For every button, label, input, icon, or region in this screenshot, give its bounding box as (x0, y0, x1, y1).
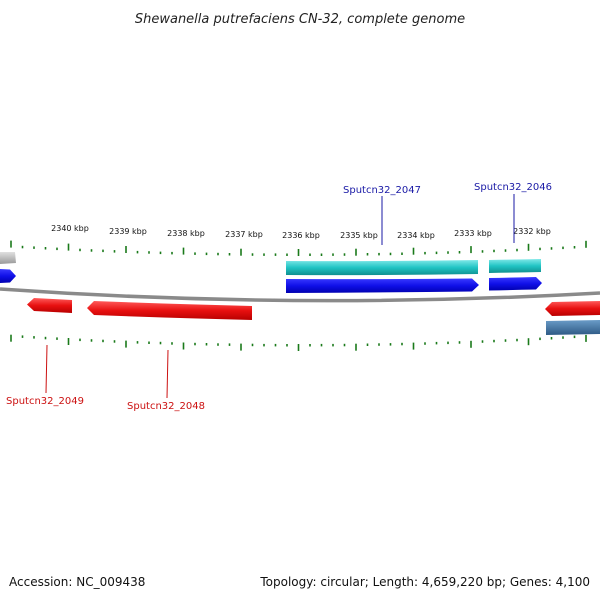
topology-summary-text: Topology: circular; Length: 4,659,220 bp… (259, 575, 590, 589)
kbp-labels: 2340 kbp 2339 kbp 2338 kbp 2337 kbp 2336… (51, 224, 551, 240)
gene-blue-left-partial[interactable] (0, 269, 16, 283)
label-leaders (45, 194, 515, 399)
forward-feature-track (0, 252, 541, 276)
label-sputcn32-2046[interactable]: Sputcn32_2046 (474, 182, 552, 193)
genome-backbone (0, 287, 600, 303)
label-sputcn32-2048[interactable]: Sputcn32_2048 (127, 401, 205, 412)
label-sputcn32-2047[interactable]: Sputcn32_2047 (343, 185, 421, 196)
gene-sputcn32-2047[interactable] (286, 278, 479, 294)
kbp-label-2339: 2339 kbp (109, 227, 147, 236)
kbp-label-2340: 2340 kbp (51, 224, 89, 233)
kbp-label-2335: 2335 kbp (340, 231, 378, 240)
feature-steelblue-right[interactable] (546, 320, 600, 335)
kbp-label-2338: 2338 kbp (167, 229, 205, 238)
reverse-cds-track (27, 298, 600, 320)
gene-sputcn32-2046[interactable] (489, 277, 542, 291)
kbp-label-2332: 2332 kbp (513, 227, 551, 236)
kbp-label-2336: 2336 kbp (282, 231, 320, 240)
forward-cds-track (0, 269, 542, 293)
leader-sputcn32-2048 (166, 349, 169, 399)
feature-sputcn32-2047[interactable] (286, 260, 478, 276)
inner-tick-ruler (10, 334, 587, 351)
feature-sputcn32-2046[interactable] (489, 259, 541, 273)
accession-text: Accession: NC_009438 (9, 575, 145, 589)
gene-sputcn32-2048[interactable] (87, 301, 252, 320)
leader-sputcn32-2049 (45, 344, 48, 394)
genome-title: Shewanella putrefaciens CN-32, complete … (135, 12, 465, 27)
kbp-label-2334: 2334 kbp (397, 231, 435, 240)
outer-tick-ruler (10, 240, 587, 256)
kbp-label-2333: 2333 kbp (454, 229, 492, 238)
reverse-feature-track (546, 320, 600, 335)
gene-sputcn32-2049[interactable] (27, 298, 72, 313)
label-sputcn32-2049[interactable]: Sputcn32_2049 (6, 396, 84, 407)
gene-red-right-partial[interactable] (545, 301, 600, 316)
feature-grey-left[interactable] (0, 252, 16, 264)
kbp-label-2337: 2337 kbp (225, 230, 263, 239)
